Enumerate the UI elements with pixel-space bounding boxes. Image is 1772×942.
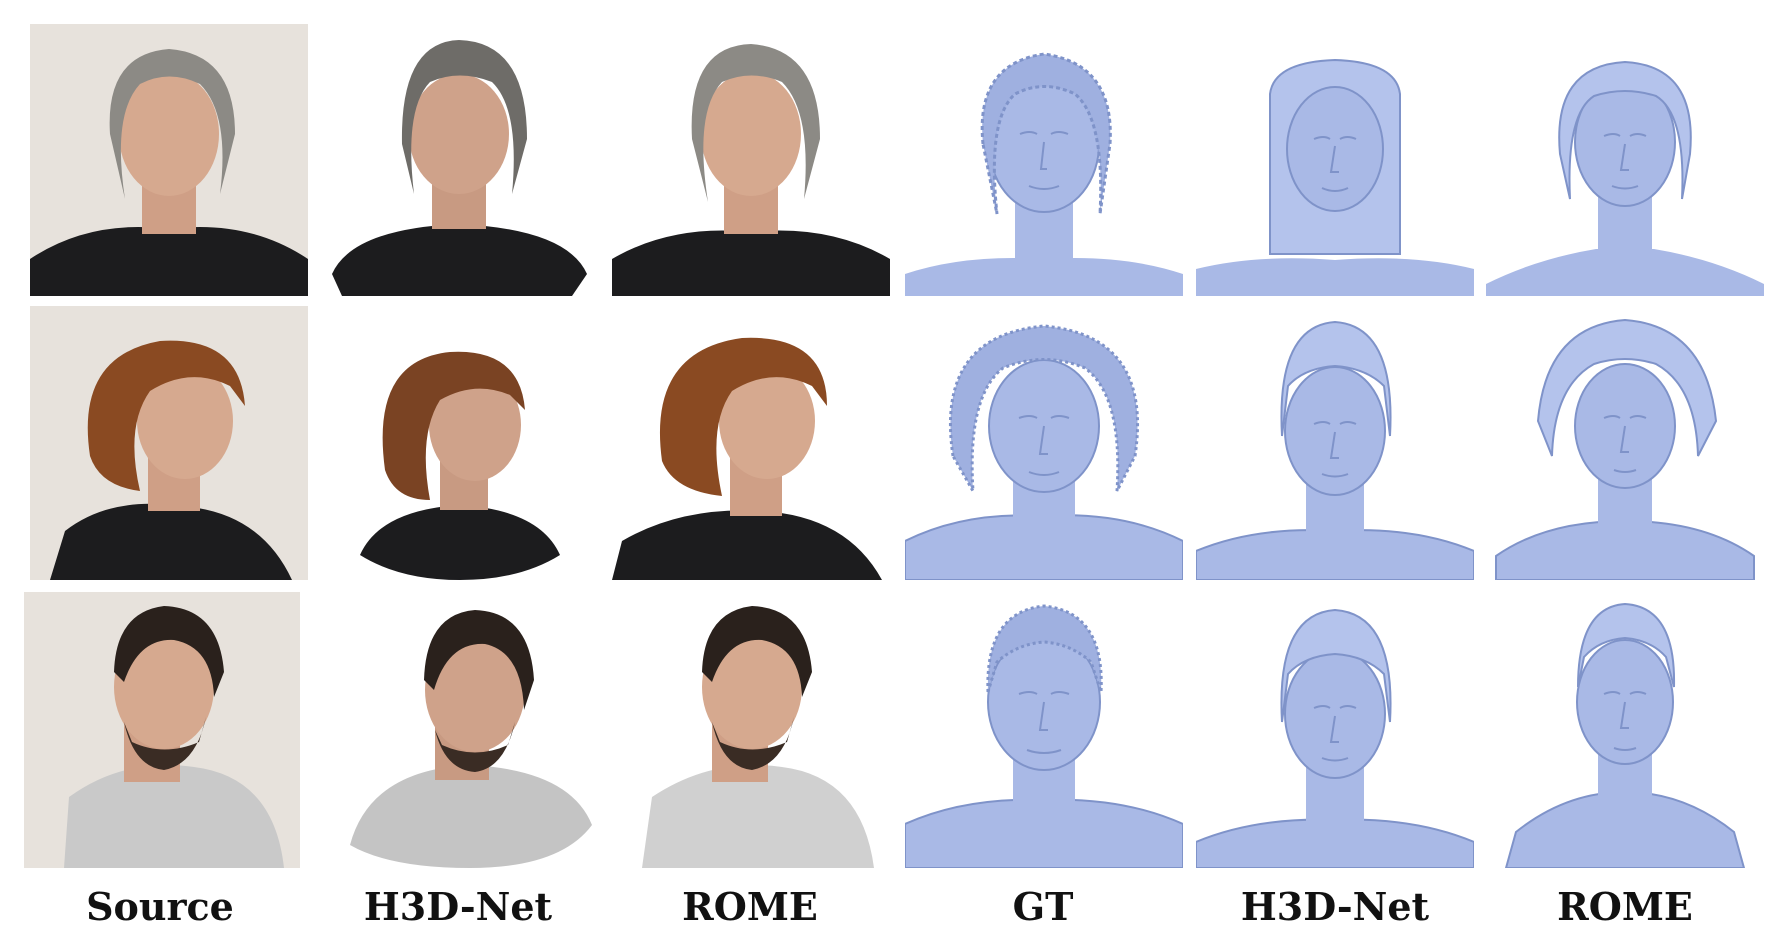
rome-mesh-row2 (1486, 306, 1764, 580)
column-label-gt: GT (1012, 884, 1074, 929)
h3dnet-render-row3 (330, 600, 600, 868)
source-photo-row2 (30, 306, 308, 580)
column-label-source: Source (86, 884, 234, 929)
rome-mesh-row1 (1486, 24, 1764, 296)
rome-render-row3 (612, 592, 890, 868)
column-label-h3dnet-render: H3D-Net (363, 884, 553, 929)
h3dnet-render-row2 (340, 340, 580, 580)
column-label-h3dnet-mesh: H3D-Net (1240, 884, 1430, 929)
source-photo-row1 (30, 24, 308, 296)
rome-render-row1 (612, 24, 890, 296)
h3dnet-mesh-row1 (1196, 24, 1474, 296)
h3dnet-mesh-row3 (1196, 592, 1474, 868)
h3dnet-render-row1 (322, 24, 594, 296)
gt-mesh-row3 (905, 592, 1183, 868)
h3dnet-mesh-row2 (1196, 306, 1474, 580)
column-label-rome-render: ROME (682, 884, 818, 929)
column-label-rome-mesh: ROME (1557, 884, 1693, 929)
gt-mesh-row1 (905, 24, 1183, 296)
rome-render-row2 (612, 306, 890, 580)
gt-mesh-row2 (905, 306, 1183, 580)
rome-mesh-row3 (1486, 592, 1764, 868)
source-photo-row3 (24, 592, 300, 868)
